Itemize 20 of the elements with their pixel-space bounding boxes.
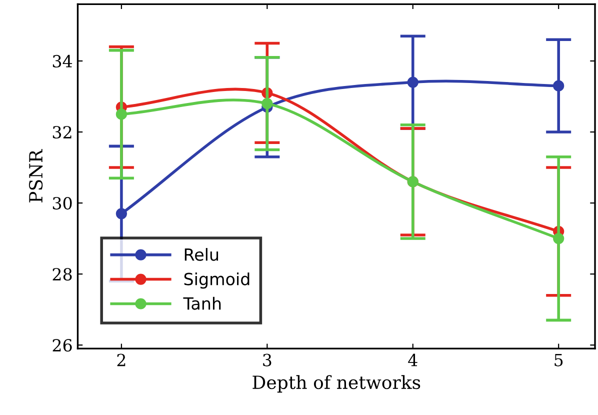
legend-label: Tanh: [183, 296, 221, 310]
x-tick-label: 3: [263, 354, 272, 366]
y-tick-label: 26: [52, 339, 72, 352]
x-tick-label: 5: [554, 354, 563, 366]
y-tick-label: 30: [52, 196, 72, 210]
legend-label: Sigmoid: [184, 272, 250, 289]
x-axis-title: Depth of networks: [252, 375, 420, 393]
y-tick-label: 32: [52, 126, 72, 139]
point: [553, 80, 564, 92]
point: [116, 208, 128, 220]
x-tick-label: 4: [408, 354, 418, 366]
y-tick-label: 28: [52, 268, 72, 281]
point: [553, 232, 564, 244]
y-axis-title: PSNR: [28, 148, 43, 202]
point: [407, 76, 418, 88]
legend-label: Relu: [184, 248, 218, 261]
y-tick-label: 34: [52, 54, 72, 68]
x-tick-label: 2: [117, 354, 126, 366]
point: [262, 98, 273, 110]
point: [116, 108, 128, 120]
